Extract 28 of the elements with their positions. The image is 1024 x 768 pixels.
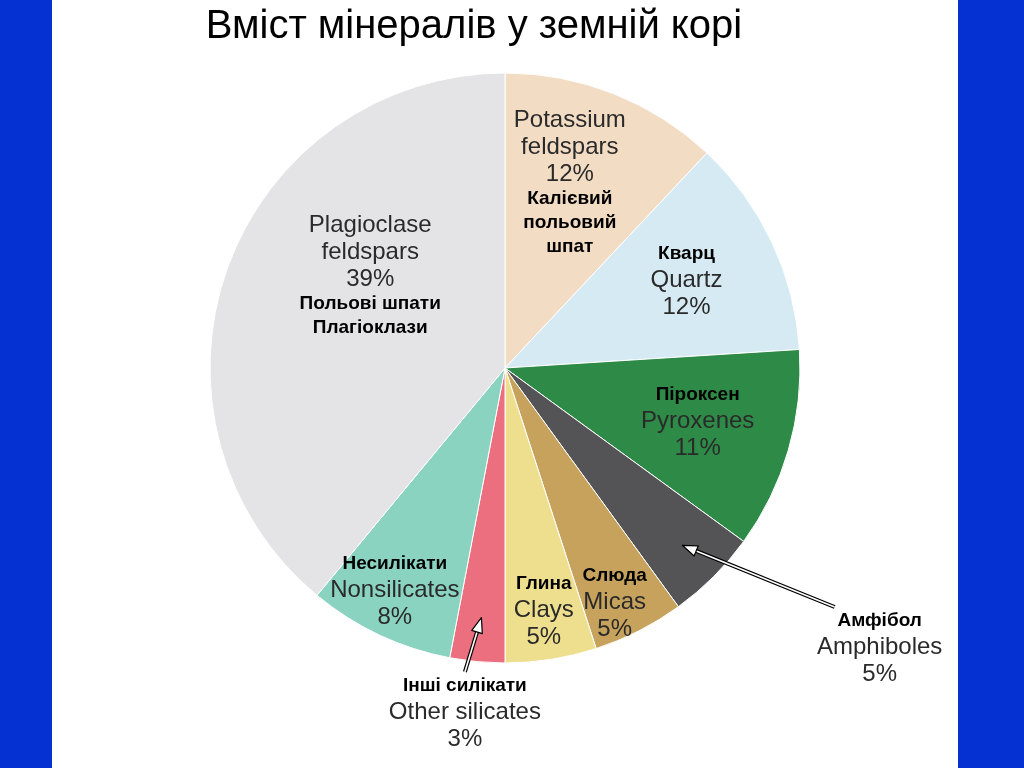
slice-label: Clays bbox=[513, 594, 574, 622]
slice-label: Micas bbox=[583, 586, 647, 614]
slice-label: Nonsilicates bbox=[330, 575, 460, 603]
slice-label: Plagioclase feldspars bbox=[308, 210, 432, 265]
data-label: 12% bbox=[545, 158, 594, 186]
text: Слюда bbox=[582, 563, 648, 585]
slice-label: Quartz bbox=[650, 264, 723, 292]
data-label: 3% bbox=[447, 723, 483, 751]
slice-label: Other silicates bbox=[388, 696, 541, 724]
text: Кварц bbox=[658, 241, 716, 263]
data-label: 12% bbox=[662, 291, 711, 319]
data-label: 5% bbox=[597, 613, 633, 641]
data-label: 5% bbox=[862, 659, 897, 687]
text: Калієвий польовий шпат bbox=[523, 186, 617, 256]
text: Піроксен bbox=[655, 382, 740, 404]
data-label: 8% bbox=[377, 602, 413, 630]
text: Амфібол bbox=[837, 609, 922, 631]
chart-title: Вміст мінералів у земній корі bbox=[205, 2, 743, 46]
data-label: 11% bbox=[674, 432, 721, 460]
slice-label: Potassium feldspars bbox=[513, 104, 626, 159]
data-label: 39% bbox=[346, 264, 395, 292]
slice-label: Amphiboles bbox=[816, 632, 943, 660]
text: Інші силікати bbox=[402, 673, 527, 695]
text: Несилікати bbox=[342, 552, 448, 574]
text: Глина bbox=[515, 571, 572, 593]
data-label: 5% bbox=[526, 621, 562, 649]
text: Польові шпати Плагіоклази bbox=[299, 292, 441, 338]
slice-label: Pyroxenes bbox=[640, 405, 755, 433]
